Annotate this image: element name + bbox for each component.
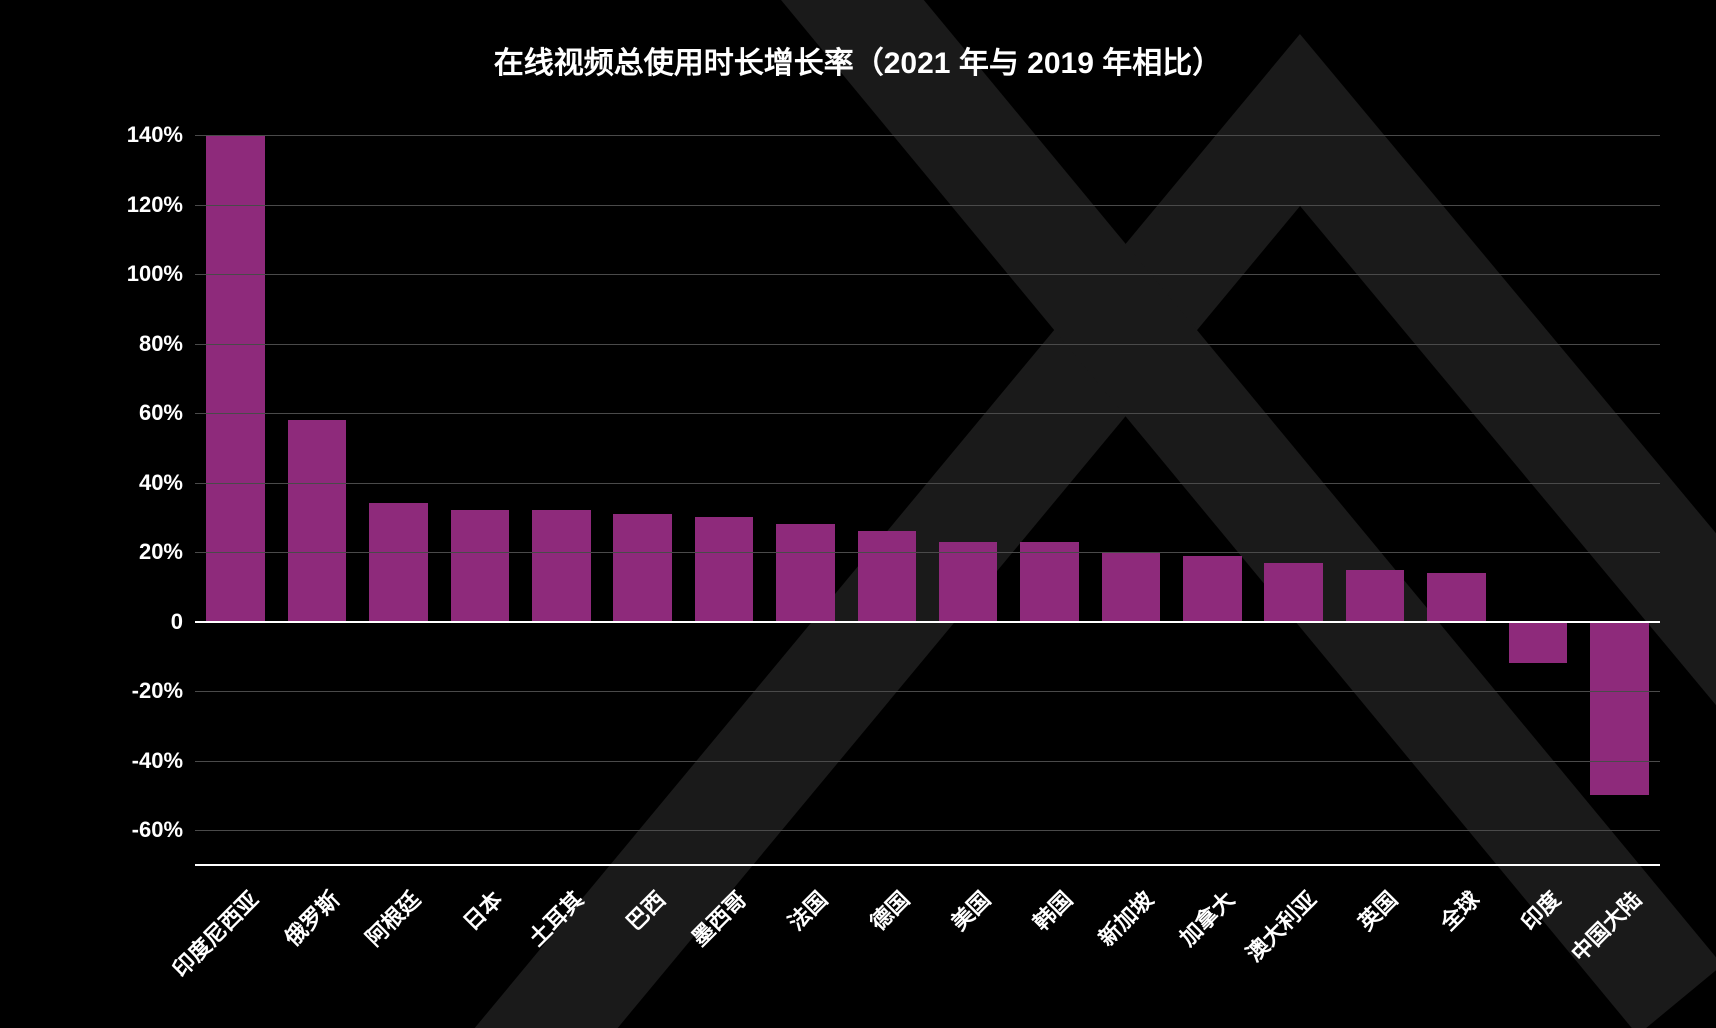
bar <box>1590 622 1649 796</box>
x-tick-label: 印度尼西亚 <box>164 883 264 983</box>
chart-title: 在线视频总使用时长增长率（2021 年与 2019 年相比） <box>0 38 1716 82</box>
y-tick-label: 80% <box>139 331 195 357</box>
bar <box>451 510 510 621</box>
gridline <box>195 761 1660 762</box>
bottom-rule <box>195 864 1660 866</box>
growth-rate-bar-chart: 在线视频总使用时长增长率（2021 年与 2019 年相比） -60%-40%-… <box>0 0 1716 1028</box>
gridline <box>195 691 1660 692</box>
x-tick-label: 巴西 <box>618 883 672 937</box>
y-tick-label: 0 <box>171 609 195 635</box>
bar <box>1183 556 1242 622</box>
gridline <box>195 135 1660 136</box>
gridline <box>195 830 1660 831</box>
bar <box>1346 570 1405 622</box>
bar <box>288 420 347 622</box>
x-tick-label: 墨西哥 <box>683 883 752 952</box>
bar <box>1509 622 1568 664</box>
gridline <box>195 413 1660 414</box>
x-tick-label: 俄罗斯 <box>276 883 345 952</box>
x-tick-label: 新加坡 <box>1090 883 1159 952</box>
gridline <box>195 344 1660 345</box>
bar <box>939 542 998 622</box>
y-tick-label: -40% <box>132 748 195 774</box>
bar <box>1427 573 1486 622</box>
y-tick-label: 60% <box>139 400 195 426</box>
x-tick-label: 韩国 <box>1024 883 1078 937</box>
y-tick-label: -20% <box>132 678 195 704</box>
x-tick-label: 日本 <box>455 883 509 937</box>
y-tick-label: 120% <box>127 192 195 218</box>
y-tick-label: 20% <box>139 539 195 565</box>
bar <box>1264 563 1323 622</box>
bar <box>613 514 672 622</box>
bar <box>1102 552 1161 622</box>
y-tick-label: 40% <box>139 470 195 496</box>
gridline <box>195 483 1660 484</box>
x-tick-label: 英国 <box>1350 883 1404 937</box>
x-tick-label: 德国 <box>862 883 916 937</box>
bar <box>206 135 265 622</box>
x-tick-label: 土耳其 <box>521 883 590 952</box>
x-tick-label: 法国 <box>780 883 834 937</box>
x-tick-label: 美国 <box>943 883 997 937</box>
gridline <box>195 205 1660 206</box>
plot-area: -60%-40%-20%020%40%60%80%100%120%140%印度尼… <box>195 135 1660 865</box>
x-tick-label: 中国大陆 <box>1563 883 1648 968</box>
bar <box>369 503 428 621</box>
zero-baseline <box>195 621 1660 623</box>
y-tick-label: -60% <box>132 817 195 843</box>
x-tick-label: 澳大利亚 <box>1238 883 1323 968</box>
bar <box>776 524 835 621</box>
bar <box>1020 542 1079 622</box>
bars-layer <box>195 135 1660 865</box>
bar <box>858 531 917 621</box>
bar <box>532 510 591 621</box>
gridline <box>195 274 1660 275</box>
y-tick-label: 140% <box>127 122 195 148</box>
x-tick-label: 印度 <box>1513 883 1567 937</box>
gridline <box>195 552 1660 553</box>
x-tick-label: 全球 <box>1431 883 1485 937</box>
y-tick-label: 100% <box>127 261 195 287</box>
x-tick-label: 阿根廷 <box>358 883 427 952</box>
bar <box>695 517 754 621</box>
x-tick-label: 加拿大 <box>1172 883 1241 952</box>
